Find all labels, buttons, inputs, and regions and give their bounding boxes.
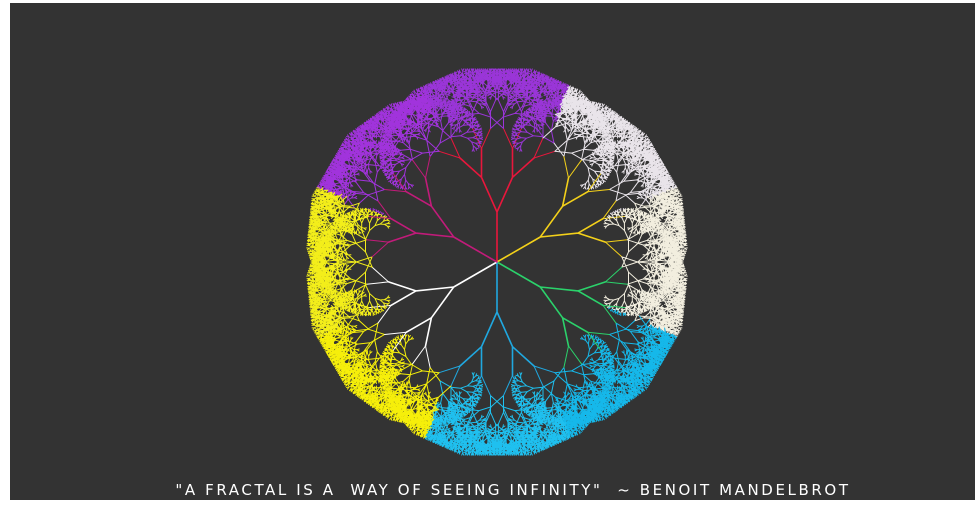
fractal-branches: [459, 261, 535, 377]
fractal-branches: [542, 306, 678, 439]
fractal-branches: [459, 147, 535, 263]
fractal-branches: [438, 127, 556, 159]
fractal-branches: [316, 85, 452, 218]
fractal-branches: [603, 187, 688, 337]
fractal-branches: [387, 261, 498, 347]
quote-caption: "A FRACTAL IS A WAY OF SEEING INFINITY" …: [175, 481, 850, 499]
fractal-branches: [438, 365, 556, 397]
fractal-branches: [496, 261, 607, 347]
fractal-tree: [306, 68, 688, 456]
fractal-branches: [366, 156, 431, 258]
fractal-branches: [306, 187, 391, 337]
fractal-branches: [542, 85, 678, 218]
fractal-branches: [387, 177, 498, 263]
fractal-branches: [563, 266, 628, 368]
fractal-branches: [496, 177, 607, 263]
fractal-branches: [424, 68, 570, 152]
fractal-branches: [316, 306, 452, 439]
